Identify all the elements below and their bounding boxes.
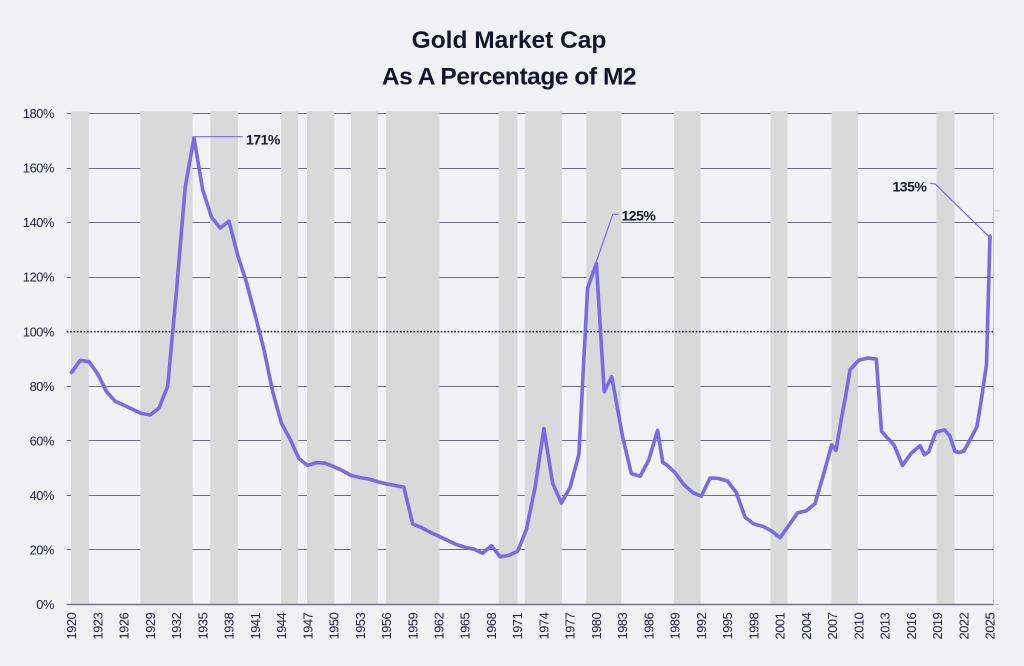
svg-text:2019: 2019 xyxy=(930,612,945,639)
svg-text:1998: 1998 xyxy=(746,612,761,639)
svg-text:20%: 20% xyxy=(30,543,54,558)
svg-text:1968: 1968 xyxy=(484,612,499,639)
svg-text:1947: 1947 xyxy=(300,612,315,639)
svg-text:1959: 1959 xyxy=(405,612,420,639)
svg-text:2007: 2007 xyxy=(825,612,840,639)
svg-text:1953: 1953 xyxy=(353,612,368,639)
svg-text:1971: 1971 xyxy=(510,612,525,639)
svg-text:2025: 2025 xyxy=(983,612,998,639)
svg-text:1980: 1980 xyxy=(589,612,604,639)
svg-text:1992: 1992 xyxy=(694,612,709,639)
svg-text:2001: 2001 xyxy=(773,612,788,639)
svg-text:1977: 1977 xyxy=(563,612,578,639)
svg-text:1989: 1989 xyxy=(668,612,683,639)
svg-text:140%: 140% xyxy=(23,215,54,230)
svg-text:180%: 180% xyxy=(23,106,54,121)
svg-text:0%: 0% xyxy=(36,597,54,612)
svg-text:135%: 135% xyxy=(893,179,928,195)
svg-text:As A Percentage of M2: As A Percentage of M2 xyxy=(382,64,636,91)
svg-text:2004: 2004 xyxy=(799,612,814,639)
svg-text:1995: 1995 xyxy=(720,612,735,639)
svg-text:1956: 1956 xyxy=(379,612,394,639)
svg-text:1935: 1935 xyxy=(195,612,210,639)
svg-text:1974: 1974 xyxy=(537,612,552,639)
svg-text:160%: 160% xyxy=(23,161,54,176)
svg-text:1926: 1926 xyxy=(117,612,132,639)
svg-text:60%: 60% xyxy=(30,433,54,448)
svg-text:120%: 120% xyxy=(23,270,54,285)
svg-text:40%: 40% xyxy=(30,488,54,503)
svg-text:2022: 2022 xyxy=(956,612,971,639)
svg-text:1929: 1929 xyxy=(143,612,158,639)
svg-text:1923: 1923 xyxy=(90,612,105,639)
svg-text:1950: 1950 xyxy=(327,612,342,639)
svg-text:2010: 2010 xyxy=(851,612,866,639)
svg-text:100%: 100% xyxy=(23,324,54,339)
svg-text:1920: 1920 xyxy=(64,612,79,639)
svg-text:125%: 125% xyxy=(622,208,657,224)
svg-text:1944: 1944 xyxy=(274,612,289,639)
svg-text:1986: 1986 xyxy=(641,612,656,639)
svg-text:Gold Market Cap: Gold Market Cap xyxy=(412,27,607,54)
svg-text:2016: 2016 xyxy=(904,612,919,639)
svg-text:1932: 1932 xyxy=(169,612,184,639)
svg-text:1941: 1941 xyxy=(248,612,263,639)
svg-text:171%: 171% xyxy=(246,132,281,148)
svg-text:1938: 1938 xyxy=(222,612,237,639)
svg-text:1965: 1965 xyxy=(458,612,473,639)
svg-text:1962: 1962 xyxy=(432,612,447,639)
svg-text:1983: 1983 xyxy=(615,612,630,639)
svg-text:2013: 2013 xyxy=(878,612,893,639)
svg-text:80%: 80% xyxy=(30,379,54,394)
